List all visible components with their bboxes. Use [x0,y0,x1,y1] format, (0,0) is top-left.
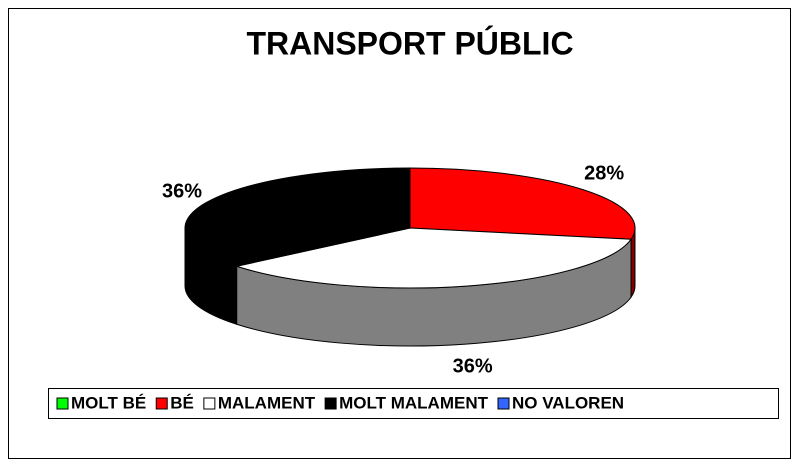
legend-swatch [203,397,216,410]
slice [409,167,636,240]
legend-swatch [497,397,510,410]
legend-swatch [155,397,168,410]
slice [234,227,632,289]
legend-swatch [56,397,69,410]
legend-label: NO VALOREN [512,393,624,412]
legend-label: MALAMENT [218,393,316,412]
slice [184,167,411,267]
data-label: 36% [162,181,202,203]
legend-label: MOLT MALAMENT [339,393,488,412]
data-label: 36% [453,356,493,378]
data-label: 28% [584,163,624,185]
legend-label: BÉ [170,393,194,412]
legend-box [48,388,779,419]
chart-title: TRANSPORT PÚBLIC [246,25,573,61]
legend-swatch [324,397,337,410]
legend-label: MOLT BÉ [71,393,146,412]
